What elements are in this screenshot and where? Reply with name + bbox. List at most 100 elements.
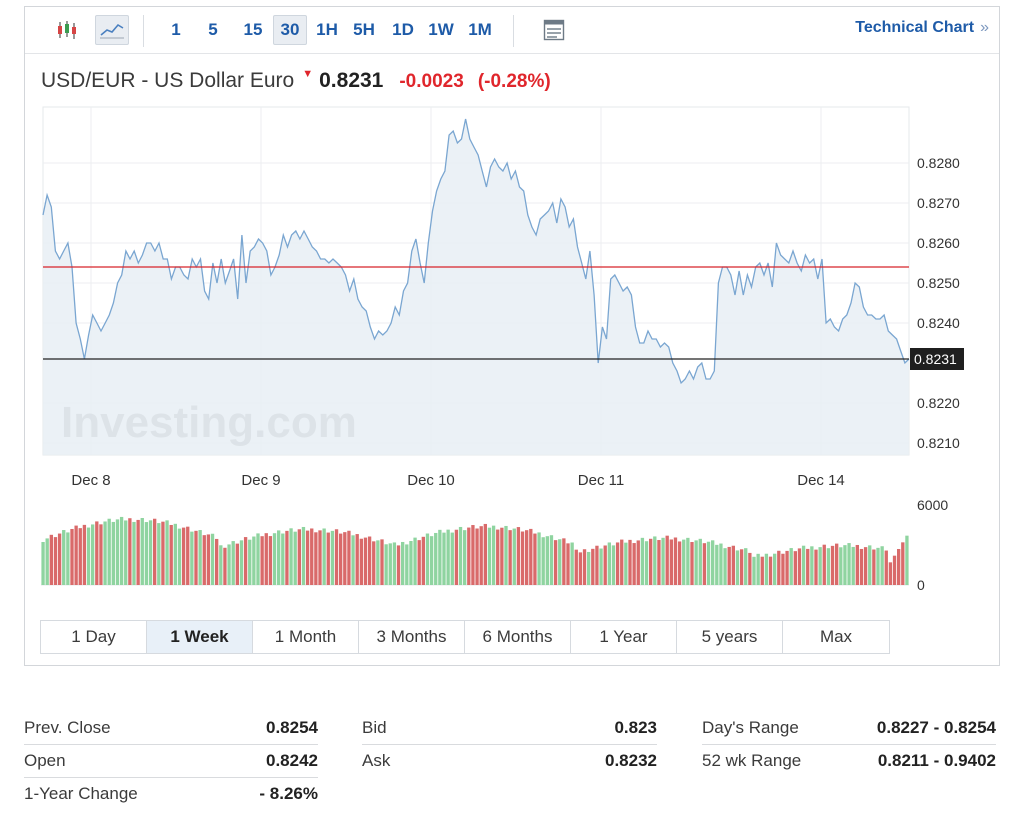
volume-bar bbox=[706, 541, 711, 585]
volume-bar bbox=[359, 538, 363, 585]
volume-bar bbox=[810, 546, 814, 585]
volume-bar bbox=[57, 533, 62, 585]
x-tick-label: Dec 10 bbox=[407, 472, 455, 489]
toolbar-divider bbox=[143, 15, 144, 47]
interval-5h[interactable]: 5H bbox=[353, 20, 375, 39]
interval-30[interactable]: 30 bbox=[273, 15, 307, 45]
volume-bar bbox=[839, 547, 843, 585]
interval-1d[interactable]: 1D bbox=[392, 20, 414, 39]
volume-bar bbox=[553, 540, 558, 585]
volume-bar bbox=[206, 534, 211, 585]
stat-row: 52 wk Range 0.8211 - 0.9402 bbox=[702, 745, 996, 777]
range-1-day[interactable]: 1 Day bbox=[41, 621, 147, 653]
stat-label: Bid bbox=[362, 718, 387, 737]
volume-bar bbox=[587, 551, 591, 585]
volume-bar bbox=[843, 545, 847, 585]
volume-bar bbox=[739, 549, 744, 585]
volume-bar bbox=[682, 539, 686, 585]
volume-bar bbox=[198, 530, 202, 585]
price-change-percent: (-0.28%) bbox=[477, 71, 551, 92]
volume-bar bbox=[533, 533, 537, 585]
chevron-right-icon: » bbox=[980, 19, 989, 36]
volume-bar bbox=[562, 538, 566, 585]
volume-bar bbox=[281, 533, 285, 585]
x-tick-label: Dec 8 bbox=[71, 472, 110, 489]
current-price-tag bbox=[910, 348, 964, 370]
volume-bar bbox=[826, 548, 831, 585]
range-3-months[interactable]: 3 Months bbox=[359, 621, 465, 653]
volume-bar bbox=[91, 524, 95, 585]
volume-bar bbox=[384, 544, 388, 585]
volume-bar bbox=[95, 521, 99, 585]
volume-bar bbox=[880, 546, 884, 585]
volume-bar bbox=[86, 527, 91, 585]
volume-bar bbox=[169, 524, 173, 585]
volume-bar bbox=[405, 544, 409, 585]
candlestick-icon[interactable] bbox=[51, 15, 83, 45]
interval-5[interactable]: 5 bbox=[208, 20, 218, 39]
volume-bar bbox=[715, 544, 719, 585]
volume-bar bbox=[781, 553, 785, 585]
volume-bar bbox=[210, 533, 215, 585]
toolbar-divider bbox=[513, 15, 514, 47]
interval-1[interactable]: 1 bbox=[171, 20, 181, 39]
chart-widget: 1 5 15 30 1H 5H 1D 1W 1M Technical Chart» USD/EU… bbox=[24, 6, 1000, 666]
volume-bar bbox=[892, 555, 897, 585]
volume-bar bbox=[884, 550, 888, 585]
range-5-years[interactable]: 5 years bbox=[677, 621, 783, 653]
volume-bar bbox=[479, 526, 483, 585]
line-chart-icon[interactable] bbox=[95, 15, 129, 45]
stat-row: 1-Year Change - 8.26% bbox=[24, 778, 318, 810]
volume-bar bbox=[285, 530, 289, 585]
volume-bar bbox=[872, 549, 876, 585]
volume-bar bbox=[401, 541, 405, 585]
volume-bar bbox=[644, 541, 649, 585]
volume-bar bbox=[442, 532, 446, 585]
y-tick-label: 0.8250 bbox=[917, 275, 960, 291]
volume-bar bbox=[421, 536, 425, 585]
volume-bar bbox=[450, 532, 454, 585]
volume-bar bbox=[252, 536, 256, 585]
volume-bar bbox=[82, 524, 87, 585]
price-change: -0.0023 bbox=[399, 71, 464, 92]
volume-bar bbox=[777, 550, 781, 585]
range-max[interactable]: Max bbox=[819, 627, 853, 646]
volume-bar bbox=[818, 547, 822, 585]
volume-bar bbox=[223, 547, 227, 585]
volume-bar bbox=[719, 543, 723, 585]
volume-bar bbox=[607, 542, 611, 585]
interval-1m[interactable]: 1M bbox=[468, 20, 492, 39]
volume-bar bbox=[128, 518, 132, 585]
price-line bbox=[42, 118, 910, 385]
range-1-month[interactable]: 1 Month bbox=[253, 621, 359, 653]
volume-bar bbox=[711, 540, 715, 585]
volume-bar bbox=[248, 539, 252, 585]
volume-bar bbox=[727, 546, 731, 585]
volume-bar bbox=[636, 540, 640, 585]
volume-bar bbox=[516, 527, 521, 585]
volume-bar bbox=[851, 546, 855, 585]
volume-bar bbox=[314, 532, 318, 585]
volume-bar bbox=[293, 531, 297, 585]
table-icon[interactable] bbox=[539, 15, 569, 45]
interval-1w[interactable]: 1W bbox=[428, 20, 454, 39]
range-6-months[interactable]: 6 Months bbox=[465, 621, 571, 653]
volume-bar bbox=[822, 544, 826, 585]
volume-bar bbox=[673, 537, 678, 585]
technical-chart-link[interactable]: Technical Chart » bbox=[855, 19, 989, 37]
interval-15[interactable]: 15 bbox=[243, 20, 263, 39]
volume-bar bbox=[376, 540, 380, 585]
range-1-year[interactable]: 1 Year bbox=[571, 621, 677, 653]
volume-bar bbox=[173, 523, 177, 585]
interval-1h[interactable]: 1H bbox=[316, 20, 338, 39]
volume-bar bbox=[45, 538, 49, 585]
volume-bar bbox=[53, 537, 58, 585]
volume-bar bbox=[549, 535, 554, 585]
stat-label: Open bbox=[24, 751, 66, 770]
volume-bar bbox=[615, 542, 620, 585]
volume-bar bbox=[752, 556, 756, 585]
volume-bar bbox=[545, 536, 549, 585]
volume-bar bbox=[62, 530, 66, 585]
volume-bar bbox=[305, 530, 310, 585]
range-1-week[interactable]: 1 Week bbox=[147, 621, 253, 653]
